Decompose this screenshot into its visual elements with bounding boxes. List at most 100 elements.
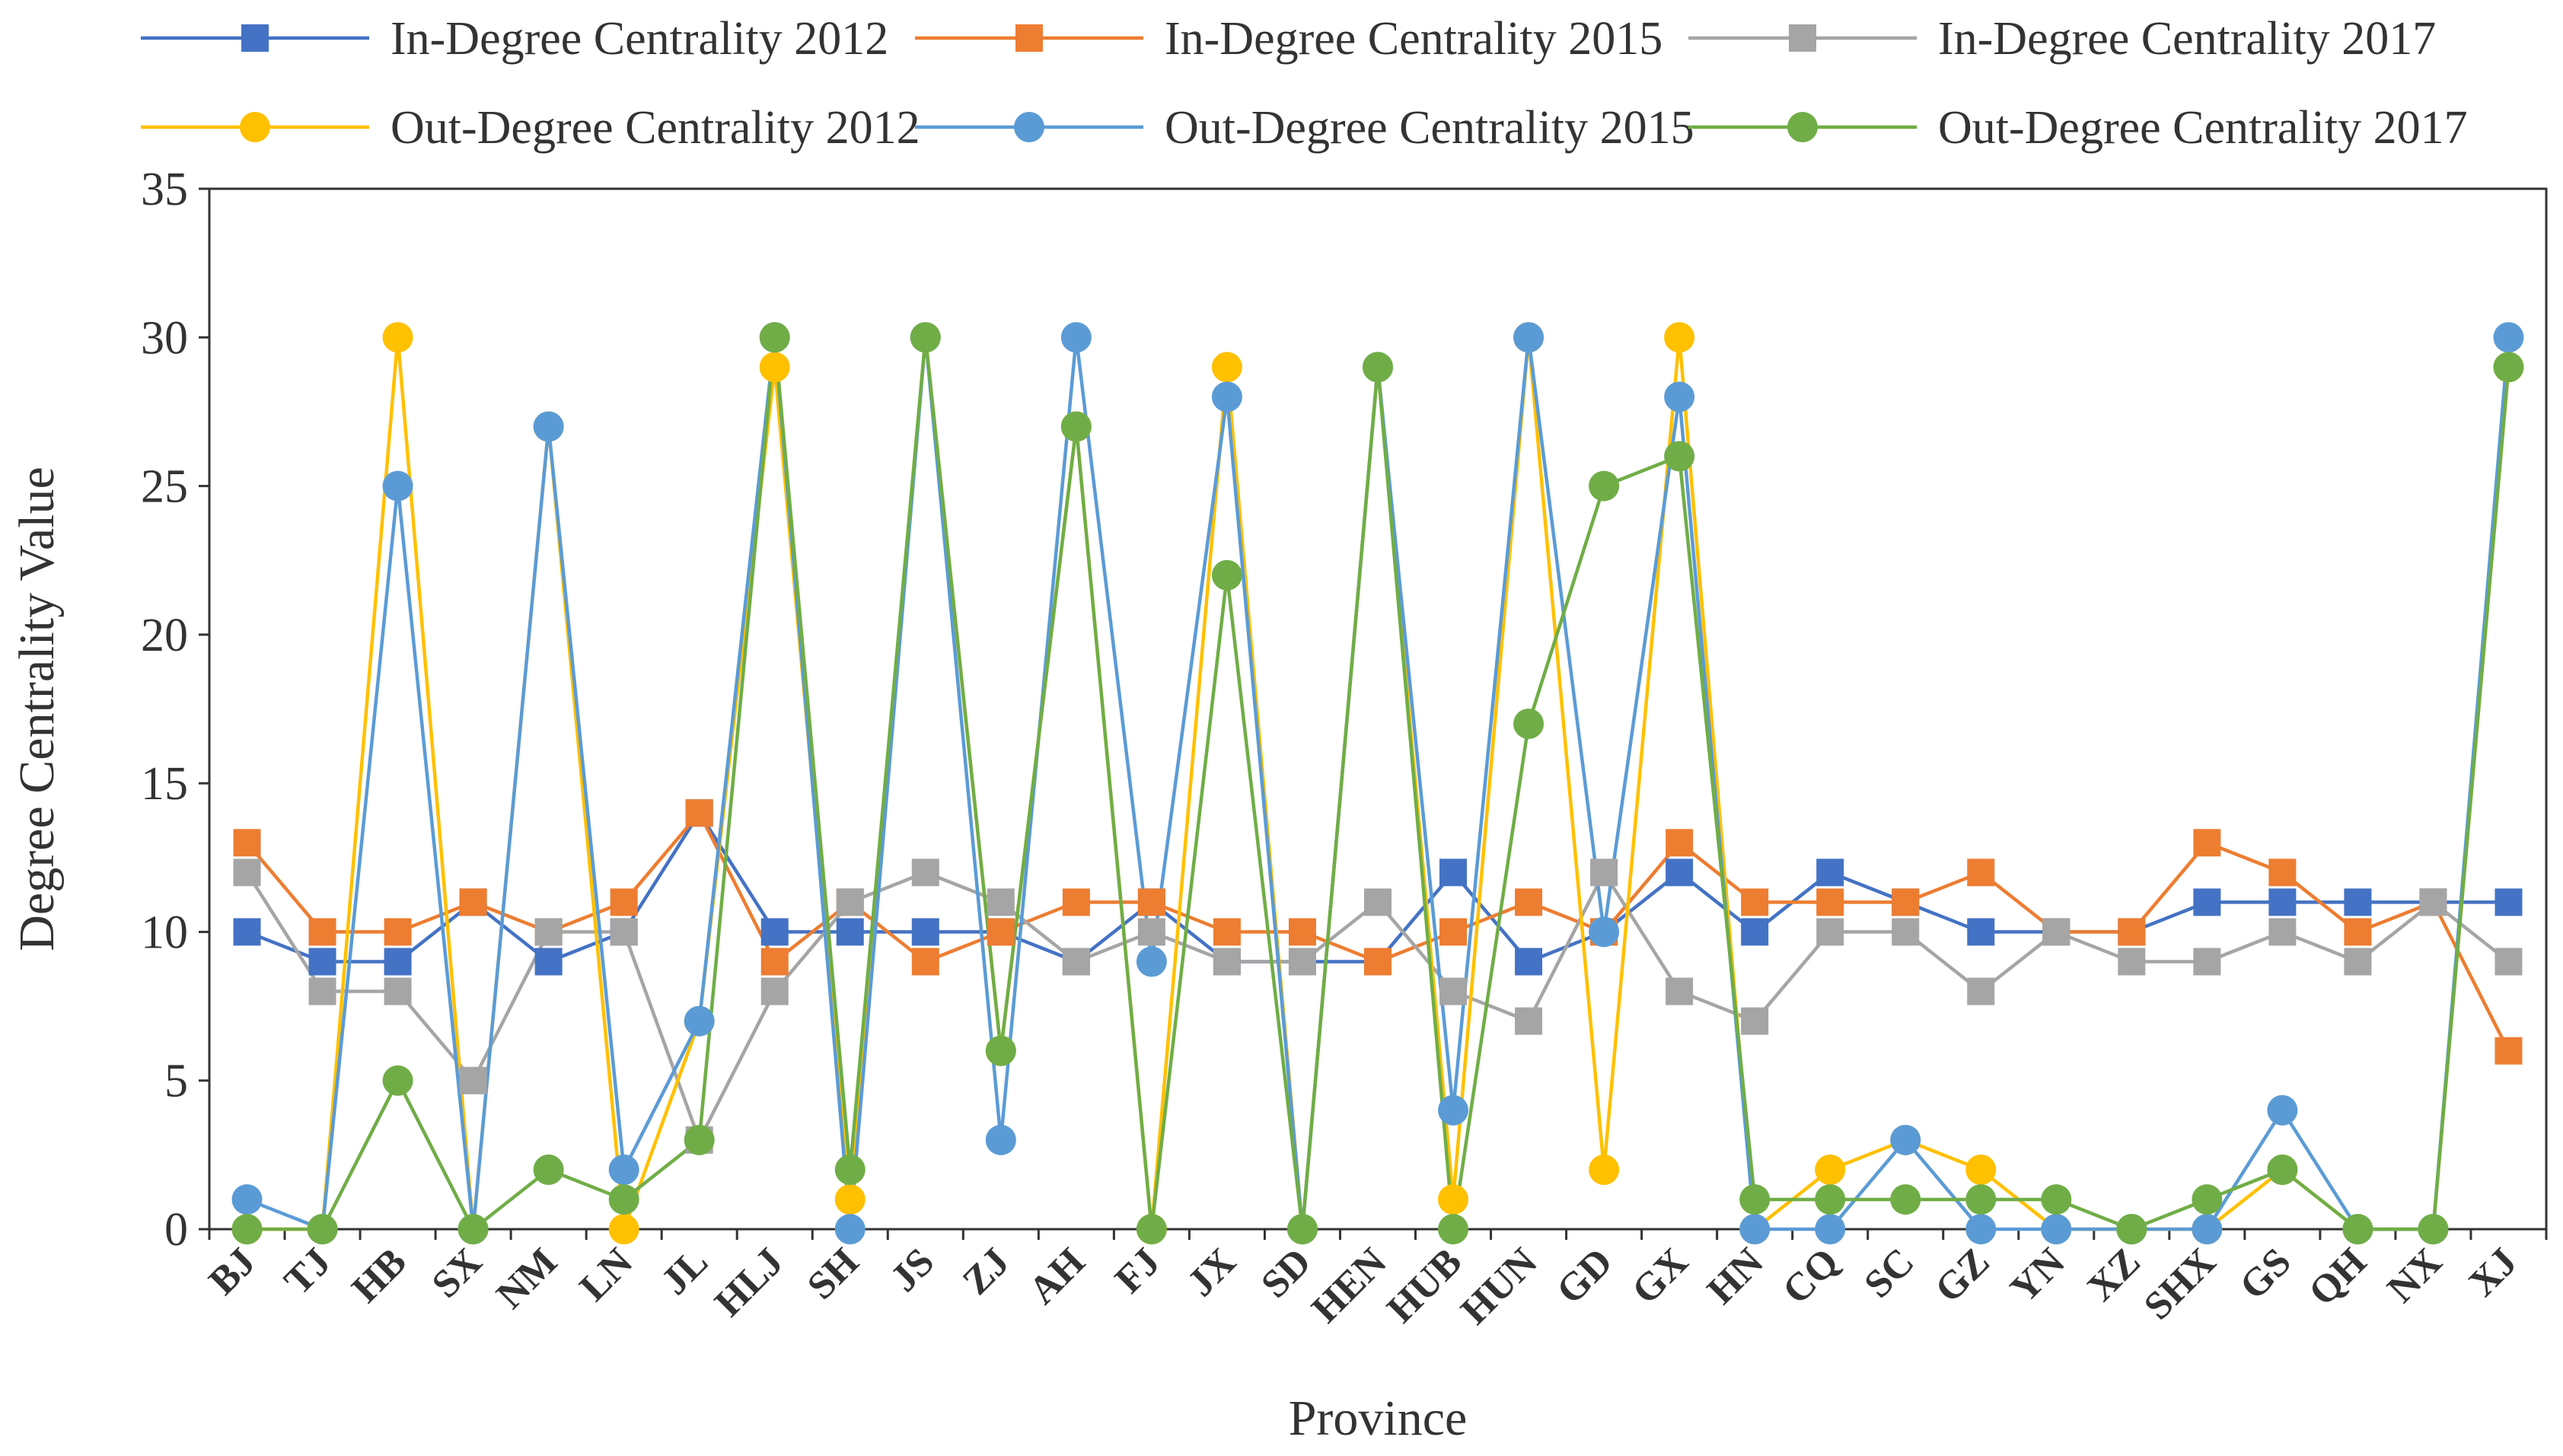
data-point xyxy=(834,1154,865,1185)
legend-item: Out-Degree Centrality 2012 xyxy=(141,102,920,154)
y-tick-label: 5 xyxy=(164,1056,188,1107)
y-tick-label: 10 xyxy=(141,906,188,958)
data-point xyxy=(2116,1214,2147,1244)
data-point xyxy=(911,859,939,887)
data-point xyxy=(1137,888,1165,916)
data-point xyxy=(533,411,564,442)
x-tick-label: FJ xyxy=(1107,1240,1168,1301)
data-point xyxy=(1741,918,1769,946)
data-point xyxy=(684,1005,715,1037)
data-point xyxy=(534,948,563,976)
legend-label: Out-Degree Centrality 2015 xyxy=(1165,102,1694,154)
data-point xyxy=(760,977,789,1005)
data-point xyxy=(1666,829,1694,857)
data-point xyxy=(307,1214,338,1244)
data-point xyxy=(987,888,1015,916)
data-point xyxy=(1439,918,1468,946)
data-point xyxy=(1664,381,1695,413)
y-tick-label: 30 xyxy=(141,312,188,364)
data-point xyxy=(1967,859,1995,887)
data-point xyxy=(2342,1214,2373,1244)
legend-label: Out-Degree Centrality 2017 xyxy=(1938,102,2468,154)
data-point xyxy=(1664,441,1695,472)
data-point xyxy=(759,352,790,383)
data-point xyxy=(1137,918,1165,946)
x-tick-label: SH xyxy=(799,1240,867,1308)
data-point xyxy=(1213,948,1241,976)
data-point xyxy=(759,322,790,353)
x-axis-title: Province xyxy=(1289,1391,1468,1446)
data-point xyxy=(231,1214,263,1244)
data-point xyxy=(610,918,638,946)
data-point xyxy=(1439,977,1468,1005)
data-point xyxy=(1890,1124,1921,1155)
data-point xyxy=(610,888,638,916)
data-point xyxy=(233,918,261,946)
series-lines xyxy=(245,336,2510,1231)
data-point xyxy=(1136,1214,1167,1244)
data-point xyxy=(2419,888,2447,916)
data-point xyxy=(608,1184,639,1215)
legend-label: In-Degree Centrality 2017 xyxy=(1938,13,2436,65)
data-point xyxy=(384,918,412,946)
data-point xyxy=(1589,916,1620,948)
x-tick-label: XJ xyxy=(2461,1240,2526,1305)
data-point xyxy=(2042,918,2070,946)
legend-marker xyxy=(1015,24,1043,52)
data-point xyxy=(2494,948,2523,976)
data-point xyxy=(1590,859,1618,887)
x-tick-label: HLJ xyxy=(706,1240,792,1325)
legend-item: In-Degree Centrality 2015 xyxy=(915,13,1662,65)
data-point xyxy=(1965,1214,1997,1244)
data-point xyxy=(533,1154,564,1185)
x-tick-label: GZ xyxy=(1927,1240,1997,1311)
data-point xyxy=(2268,859,2297,887)
data-point xyxy=(1816,918,1844,946)
data-point xyxy=(1438,1184,1469,1215)
data-point xyxy=(1666,977,1694,1005)
series-line xyxy=(246,336,2510,1231)
data-point xyxy=(1513,322,1544,353)
data-point xyxy=(1062,948,1090,976)
x-tick-label: GS xyxy=(2232,1240,2300,1308)
data-point xyxy=(2267,1154,2298,1185)
x-tick-label: SC xyxy=(1856,1240,1922,1306)
x-tick-label: HB xyxy=(344,1240,415,1311)
data-point xyxy=(684,1124,715,1155)
data-point xyxy=(308,948,336,976)
data-point xyxy=(1816,859,1844,887)
data-point xyxy=(1286,1214,1318,1244)
x-tick-label: BJ xyxy=(201,1240,264,1303)
data-point xyxy=(1062,888,1090,916)
y-axis-title: Degree Centrality Value xyxy=(9,467,65,951)
data-point xyxy=(1666,859,1694,887)
legend-label: Out-Degree Centrality 2012 xyxy=(391,102,920,154)
data-point xyxy=(1213,918,1241,946)
data-point xyxy=(1965,1154,1997,1185)
data-point xyxy=(1288,948,1316,976)
data-point xyxy=(836,918,864,946)
data-point xyxy=(2041,1214,2072,1244)
data-point xyxy=(608,1214,639,1244)
x-tick-label: SHX xyxy=(2136,1240,2224,1328)
legend-marker xyxy=(1787,112,1818,142)
data-point xyxy=(2193,829,2221,857)
data-point xyxy=(1211,559,1242,591)
legend-label: In-Degree Centrality 2012 xyxy=(391,13,888,65)
data-point xyxy=(2344,888,2372,916)
x-tick-label: YN xyxy=(2002,1240,2073,1311)
data-point xyxy=(308,977,336,1005)
data-point xyxy=(1739,1214,1771,1244)
data-point xyxy=(685,799,713,827)
data-point xyxy=(382,1065,413,1096)
legend-item: In-Degree Centrality 2017 xyxy=(1688,13,2436,65)
x-tick-label: LN xyxy=(572,1240,641,1309)
data-point xyxy=(382,322,413,353)
x-tick-label: NM xyxy=(489,1240,566,1317)
x-tick-label: CQ xyxy=(1774,1240,1847,1312)
data-point xyxy=(233,859,261,887)
data-point xyxy=(1515,948,1543,976)
data-point xyxy=(1892,918,1920,946)
data-point xyxy=(1513,709,1544,740)
